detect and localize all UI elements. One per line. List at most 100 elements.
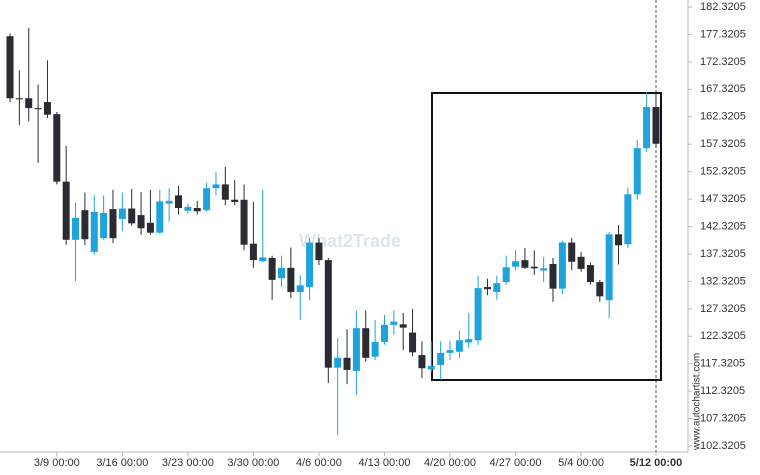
candle-body [296, 285, 304, 292]
y-tick-label: 162.3205 [700, 111, 746, 123]
candle-body [53, 114, 61, 182]
candle-body [483, 287, 491, 290]
candle-body [184, 206, 192, 211]
candle-body [109, 209, 117, 239]
y-tick-label: 127.3205 [700, 303, 746, 315]
candle-body [81, 210, 89, 240]
candle-body [409, 332, 417, 353]
candle-body [446, 350, 454, 353]
y-tick-label: 107.3205 [700, 413, 746, 425]
candle-body [249, 243, 257, 261]
candle-body [465, 339, 473, 343]
y-tick-label: 157.3205 [700, 138, 746, 150]
y-tick-label: 132.3205 [700, 275, 746, 287]
candle-body [277, 267, 285, 279]
candle-body [193, 207, 201, 212]
candle-body [203, 188, 211, 211]
y-tick-label: 102.3205 [700, 440, 746, 452]
candle-body [418, 355, 426, 369]
candle-body [427, 366, 435, 370]
candle-body [212, 184, 220, 189]
y-tick-label: 182.3205 [700, 1, 746, 13]
candle-body [596, 282, 604, 297]
candle-body [128, 208, 136, 224]
candle-body [643, 107, 651, 149]
candle-body [259, 257, 267, 262]
candle-body [502, 267, 510, 283]
candle-body [437, 352, 445, 365]
y-tick-label: 112.3205 [700, 385, 745, 397]
candle-body [624, 194, 632, 245]
pattern-box [431, 92, 662, 381]
candle-body [362, 328, 370, 358]
candle-body [521, 260, 529, 268]
candle-body [6, 36, 14, 99]
candle-body [175, 195, 183, 208]
x-tick-label: 3/16 00:00 [96, 457, 148, 469]
candle-body [137, 215, 145, 229]
candle-body [306, 242, 314, 288]
candle-body [100, 212, 108, 239]
candle-body [324, 260, 332, 368]
y-tick-label: 122.3205 [700, 330, 746, 342]
x-tick-label: 3/9 00:00 [34, 457, 80, 469]
candle-body [43, 102, 51, 115]
x-tick-label: 3/23 00:00 [162, 457, 214, 469]
x-tick-label: 4/20 00:00 [424, 457, 476, 469]
y-tick-label: 142.3205 [700, 220, 746, 232]
y-tick-label: 172.3205 [700, 56, 746, 68]
candle-body [231, 199, 239, 202]
y-tick-label: 117.3205 [700, 358, 745, 370]
candle-body [549, 263, 557, 289]
candle-body [577, 256, 585, 269]
x-tick-label: 4/6 00:00 [296, 457, 342, 469]
candle-body [118, 208, 126, 219]
candle-body [165, 200, 173, 204]
candle-body [240, 199, 248, 245]
candle-body [268, 257, 276, 280]
candle-body [371, 341, 379, 357]
candle-body [633, 148, 641, 195]
x-tick-label: 5/4 00:00 [558, 457, 604, 469]
candle-body [15, 98, 23, 100]
candle-body [605, 234, 613, 301]
candle-body [334, 357, 342, 368]
candle-body [586, 265, 594, 283]
candle-body [287, 267, 295, 292]
y-tick-label: 147.3205 [700, 193, 746, 205]
candle-body [380, 324, 388, 342]
candle-body [530, 266, 538, 269]
candle-body [493, 283, 501, 292]
source-label: www.autochartist.com [692, 353, 703, 451]
candle-body [390, 321, 398, 325]
candle-body [90, 211, 98, 252]
candle-body [352, 328, 360, 371]
candle-body [474, 288, 482, 341]
candle-body [540, 268, 548, 271]
x-tick-label: 4/13 00:00 [358, 457, 410, 469]
y-tick-label: 137.3205 [700, 248, 746, 260]
candle-body [343, 357, 351, 370]
candle-body [615, 234, 623, 246]
candle-body [455, 340, 463, 352]
candle-body [146, 222, 154, 233]
candle-body [558, 242, 566, 289]
y-tick-label: 167.3205 [700, 83, 746, 95]
candle-body [568, 242, 576, 262]
y-tick-label: 152.3205 [700, 166, 746, 178]
candle-body [156, 201, 164, 233]
candle-body [512, 261, 520, 267]
candle-body [399, 324, 407, 328]
candle-body [72, 217, 80, 240]
x-tick-label: 5/12 00:00 [630, 457, 683, 469]
candle-body [652, 107, 660, 144]
y-tick-label: 177.3205 [700, 28, 746, 40]
candle-body [221, 184, 229, 200]
candle-body [25, 98, 33, 109]
x-tick-label: 3/30 00:00 [227, 457, 279, 469]
candle-body [62, 181, 70, 240]
x-tick-label: 4/27 00:00 [490, 457, 542, 469]
watermark: What2Trade [299, 231, 401, 251]
